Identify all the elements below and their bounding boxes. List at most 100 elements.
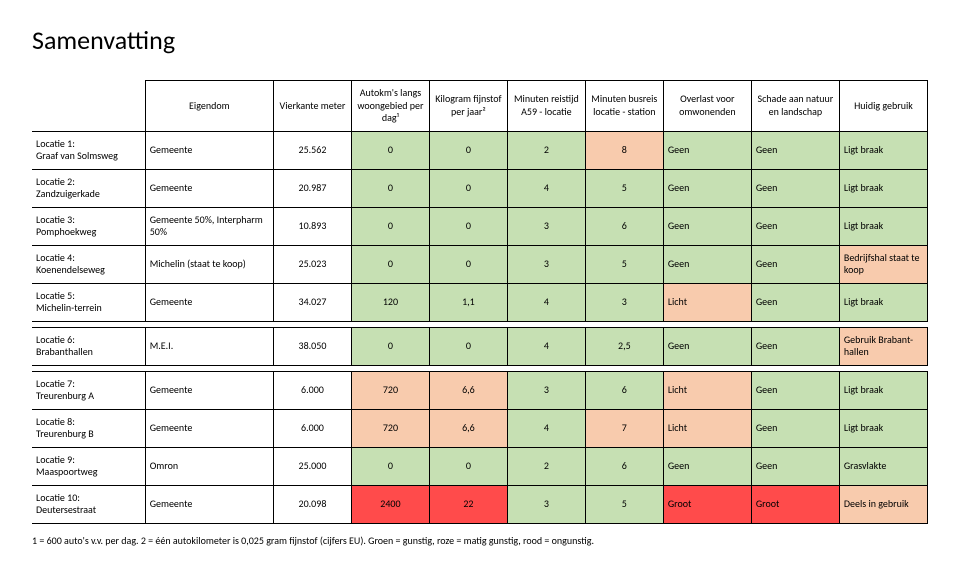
cell: 0	[429, 169, 507, 207]
cell: 0	[351, 169, 429, 207]
row-label: Locatie 10: Deutersestraat	[32, 485, 145, 523]
cell: 0	[429, 245, 507, 283]
cell: 4	[507, 327, 585, 365]
cell: Gebruik Brabant-hallen	[839, 327, 927, 365]
cell: Geen	[663, 207, 751, 245]
cell: Ligt braak	[839, 207, 927, 245]
cell: 3	[507, 207, 585, 245]
row-label: Locatie 9: Maaspoortweg	[32, 447, 145, 485]
header-blank	[32, 81, 145, 132]
cell: Geen	[751, 371, 839, 409]
cell: 10.893	[273, 207, 351, 245]
col-reistijd: Minuten reistijd A59 - locatie	[507, 81, 585, 132]
cell: Bedrijfshal staat te koop	[839, 245, 927, 283]
cell: 5	[585, 245, 663, 283]
cell: 4	[507, 409, 585, 447]
row-label: Locatie 5: Michelin-terrein	[32, 283, 145, 321]
cell: 20.987	[273, 169, 351, 207]
table-row: Locatie 2: ZandzuigerkadeGemeente20.9870…	[32, 169, 928, 207]
cell: Geen	[751, 169, 839, 207]
cell: Licht	[663, 409, 751, 447]
cell: Geen	[751, 283, 839, 321]
cell: Geen	[663, 169, 751, 207]
col-gebruik: Huidig gebruik	[839, 81, 927, 132]
cell: 2	[507, 447, 585, 485]
cell: 6	[585, 371, 663, 409]
row-label: Locatie 6: Brabanthallen	[32, 327, 145, 365]
cell: 20.098	[273, 485, 351, 523]
cell: 2,5	[585, 327, 663, 365]
cell: 720	[351, 371, 429, 409]
col-vierkante: Vierkante meter	[273, 81, 351, 132]
page-title: Samenvatting	[32, 24, 928, 56]
cell: Grasvlakte	[839, 447, 927, 485]
cell: Gemeente	[145, 169, 273, 207]
table-row: Locatie 3: PomphoekwegGemeente 50%, Inte…	[32, 207, 928, 245]
cell: 25.000	[273, 447, 351, 485]
cell: Licht	[663, 283, 751, 321]
table-row: Locatie 9: MaaspoortwegOmron25.0000026Ge…	[32, 447, 928, 485]
cell: 7	[585, 409, 663, 447]
cell: 38.050	[273, 327, 351, 365]
cell: 0	[351, 245, 429, 283]
cell: Geen	[751, 131, 839, 169]
cell: Geen	[663, 327, 751, 365]
footnote: 1 = 600 auto's v.v. per dag. 2 = één aut…	[32, 534, 928, 547]
cell: Ligt braak	[839, 409, 927, 447]
cell: Gemeente	[145, 283, 273, 321]
cell: 120	[351, 283, 429, 321]
table-row: Locatie 8: Treurenburg BGemeente6.000720…	[32, 409, 928, 447]
cell: 1,1	[429, 283, 507, 321]
summary-table: Eigendom Vierkante meter Autokm's langs …	[32, 80, 928, 524]
cell: 0	[429, 131, 507, 169]
cell: 0	[351, 131, 429, 169]
cell: 0	[351, 207, 429, 245]
cell: Gemeente	[145, 131, 273, 169]
cell: Geen	[751, 409, 839, 447]
col-eigendom: Eigendom	[145, 81, 273, 132]
cell: Ligt braak	[839, 283, 927, 321]
cell: 4	[507, 283, 585, 321]
cell: 34.027	[273, 283, 351, 321]
cell: 6	[585, 447, 663, 485]
cell: 6	[585, 207, 663, 245]
table-row: Locatie 5: Michelin-terreinGemeente34.02…	[32, 283, 928, 321]
col-autokm: Autokm's langs woongebied per dag¹	[351, 81, 429, 132]
cell: 4	[507, 169, 585, 207]
header-row: Eigendom Vierkante meter Autokm's langs …	[32, 81, 928, 132]
col-busreis: Minuten busreis locatie - station	[585, 81, 663, 132]
row-label: Locatie 2: Zandzuigerkade	[32, 169, 145, 207]
cell: 3	[507, 371, 585, 409]
table-row: Locatie 4: KoenendelsewegMichelin (staat…	[32, 245, 928, 283]
cell: 2400	[351, 485, 429, 523]
cell: Licht	[663, 371, 751, 409]
cell: Groot	[663, 485, 751, 523]
cell: Ligt braak	[839, 131, 927, 169]
cell: Michelin (staat te koop)	[145, 245, 273, 283]
cell: 8	[585, 131, 663, 169]
cell: 6.000	[273, 409, 351, 447]
cell: 25.023	[273, 245, 351, 283]
col-fijnstof: Kilogram fijnstof per jaar²	[429, 81, 507, 132]
cell: 0	[351, 447, 429, 485]
cell: Omron	[145, 447, 273, 485]
cell: Gemeente	[145, 409, 273, 447]
cell: 720	[351, 409, 429, 447]
cell: Geen	[751, 327, 839, 365]
cell: 6,6	[429, 409, 507, 447]
cell: Gemeente 50%, Interpharm 50%	[145, 207, 273, 245]
cell: 0	[429, 207, 507, 245]
row-label: Locatie 1: Graaf van Solmsweg	[32, 131, 145, 169]
cell: 0	[429, 327, 507, 365]
cell: Ligt braak	[839, 371, 927, 409]
cell: 3	[507, 485, 585, 523]
row-label: Locatie 3: Pomphoekweg	[32, 207, 145, 245]
cell: Groot	[751, 485, 839, 523]
cell: 25.562	[273, 131, 351, 169]
row-label: Locatie 8: Treurenburg B	[32, 409, 145, 447]
cell: 5	[585, 485, 663, 523]
cell: Gemeente	[145, 371, 273, 409]
col-schade: Schade aan natuur en landschap	[751, 81, 839, 132]
cell: Geen	[751, 447, 839, 485]
cell: 0	[429, 447, 507, 485]
